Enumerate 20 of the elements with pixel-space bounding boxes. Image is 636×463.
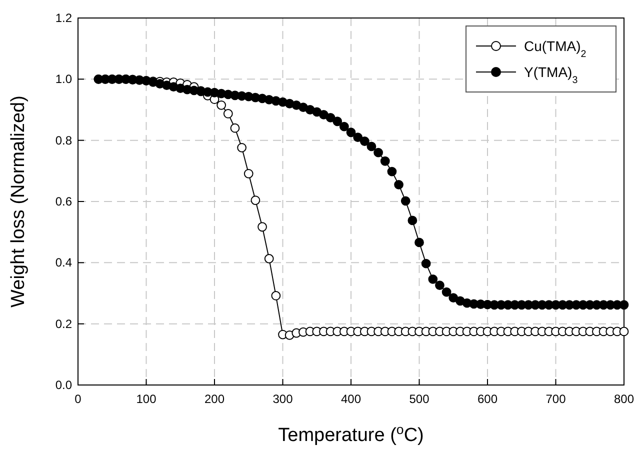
x-tick-label: 200 (204, 392, 225, 406)
x-tick-label: 800 (614, 392, 634, 406)
y-tick-label: 0.0 (55, 378, 72, 392)
y-tick-label: 0.2 (55, 316, 72, 331)
x-tick-label: 500 (409, 392, 430, 406)
x-tick-label: 300 (272, 392, 294, 406)
y-axis-title: Weight loss (Normalized) (8, 96, 29, 308)
y-tick-label: 1.0 (55, 72, 72, 86)
legend-label: Cu(TMA)$_{2}$ (524, 38, 586, 60)
x-axis-title: Temperature ($^{o}$C) (278, 422, 424, 446)
y-tick-label: 0.6 (55, 194, 72, 208)
x-tick-label: 600 (477, 392, 498, 406)
x-tick-label: 0 (74, 392, 82, 406)
x-tick-label: 700 (546, 392, 566, 406)
y-tick-label: 0.8 (55, 133, 72, 148)
y-tick-label: 0.4 (55, 256, 72, 270)
legend-label: Y(TMA)$_{3}$ (524, 64, 578, 86)
x-tick-label: 100 (136, 392, 157, 406)
y-tick-label: 1.2 (55, 11, 72, 25)
x-tick-label: 400 (340, 392, 362, 406)
